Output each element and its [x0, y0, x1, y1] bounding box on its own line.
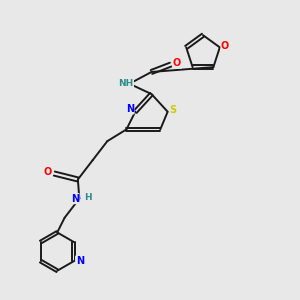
Text: N: N	[71, 194, 79, 204]
Text: N: N	[126, 104, 134, 114]
Text: S: S	[169, 105, 176, 115]
Text: O: O	[173, 58, 181, 68]
Text: N: N	[76, 256, 84, 266]
Text: O: O	[44, 167, 52, 177]
Text: O: O	[221, 41, 229, 51]
Text: H: H	[84, 193, 92, 202]
Text: NH: NH	[118, 79, 134, 88]
